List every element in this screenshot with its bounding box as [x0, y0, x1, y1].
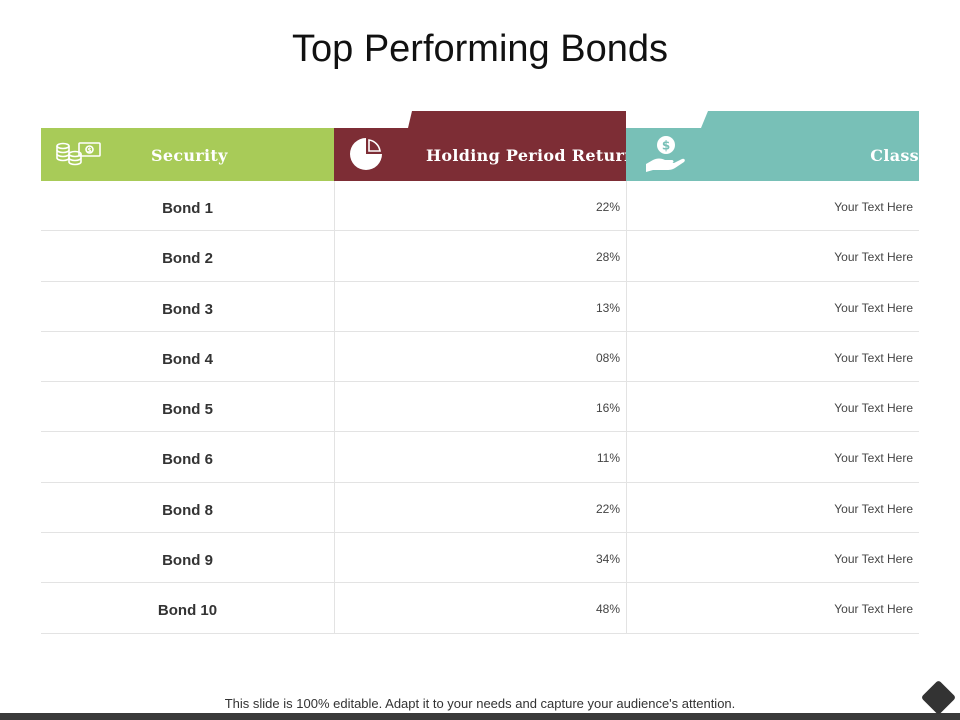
return-cell: 48% [334, 583, 626, 633]
security-cell: Bond 8 [162, 501, 213, 519]
header-class-label: Class [870, 146, 919, 165]
table-row: Bond 9 34% Your Text Here [41, 533, 919, 584]
header-holding-period-return: Holding Period Return [334, 128, 636, 181]
class-cell: Your Text Here [626, 231, 919, 281]
slide-title: Top Performing Bonds [292, 28, 668, 70]
return-cell: 22% [334, 482, 626, 533]
table-row: Bond 4 08% Your Text Here [41, 331, 919, 383]
coins-cash-icon: $ [56, 142, 101, 166]
return-cell: 22% [334, 181, 626, 231]
table-row: Bond 6 11% Your Text Here [41, 432, 919, 483]
table-row: Bond 8 22% Your Text Here [41, 482, 919, 534]
class-header-tab [701, 111, 919, 128]
header-return-label: Holding Period Return [426, 146, 637, 165]
svg-text:$: $ [662, 139, 670, 153]
return-header-tab [408, 111, 626, 128]
header-security: $ Security [41, 128, 334, 181]
security-cell: Bond 3 [162, 300, 213, 318]
pie-chart-icon [350, 138, 382, 170]
class-cell: Your Text Here [626, 583, 919, 633]
return-cell: 13% [334, 281, 626, 331]
class-cell: Your Text Here [626, 382, 919, 432]
return-cell: 28% [334, 231, 626, 281]
class-cell: Your Text Here [626, 181, 919, 231]
header-class: $ Class [626, 128, 919, 181]
security-cell: Bond 1 [162, 200, 213, 217]
bonds-table-body: Bond 1 22% Your Text Here Bond 2 28% You… [41, 181, 919, 634]
table-row: Bond 5 16% Your Text Here [41, 382, 919, 433]
table-row: Bond 1 22% Your Text Here [41, 181, 919, 232]
header-security-label: Security [151, 146, 228, 165]
class-cell: Your Text Here [626, 482, 919, 533]
table-row: Bond 2 28% Your Text Here [41, 231, 919, 282]
footer-note: This slide is 100% editable. Adapt it to… [224, 696, 736, 711]
class-cell: Your Text Here [626, 331, 919, 382]
security-cell: Bond 4 [162, 350, 213, 368]
security-cell: Bond 5 [162, 401, 213, 419]
svg-text:$: $ [87, 147, 91, 154]
return-cell: 16% [334, 382, 626, 432]
return-cell: 34% [334, 533, 626, 583]
dollar-hand-icon: $ [646, 136, 685, 172]
class-cell: Your Text Here [626, 533, 919, 583]
security-cell: Bond 9 [162, 552, 213, 570]
security-cell: Bond 6 [162, 451, 213, 469]
security-cell: Bond 2 [162, 250, 213, 268]
table-row: Bond 3 13% Your Text Here [41, 281, 919, 332]
return-cell: 08% [334, 331, 626, 382]
security-cell: Bond 10 [157, 602, 218, 620]
footer-bar [0, 713, 960, 720]
return-cell: 11% [334, 432, 626, 482]
class-cell: Your Text Here [626, 432, 919, 482]
table-row: Bond 10 48% Your Text Here [41, 583, 919, 634]
class-cell: Your Text Here [626, 281, 919, 331]
